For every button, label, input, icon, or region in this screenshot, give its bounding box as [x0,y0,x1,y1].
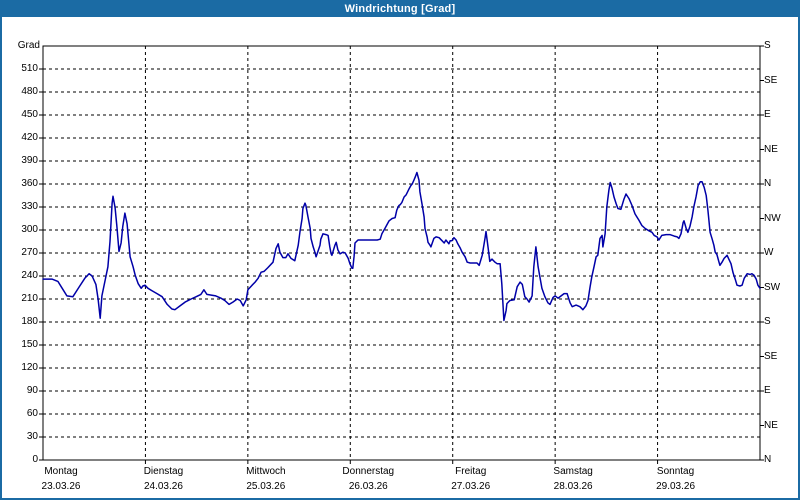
day-name-label-Mittwoch: Mittwoch [246,466,286,477]
compass-label-11-NE: NE [764,419,778,431]
title-bar: Windrichtung [Grad] [2,2,798,17]
compass-label-3-NE: NE [764,143,778,155]
compass-label-6-W: W [764,247,774,258]
y-tick-label-360: 360 [21,178,38,189]
y-tick-label-420: 420 [21,132,38,143]
compass-label-10-E: E [764,385,771,396]
y-tick-label-390: 390 [21,155,38,166]
day-date-label-24.03.26: 24.03.26 [143,481,183,492]
day-date-label-27.03.26: 27.03.26 [451,481,491,492]
y-tick-label-30: 30 [26,431,38,442]
y-tick-label-60: 60 [26,408,38,419]
window-title: Windrichtung [Grad] [344,3,456,15]
compass-label-8-S: S [764,316,771,327]
day-name-label-Dienstag: Dienstag [143,466,184,477]
compass-label-9-SE: SE [764,350,778,362]
y-tick-label-480: 480 [21,86,38,97]
compass-label-1-SE: SE [764,74,778,86]
y-tick-label-300: 300 [21,224,38,235]
day-name-label-Samstag: Samstag [553,466,593,477]
vertical-gridlines [144,46,659,460]
compass-label-0-S: S [764,40,771,51]
day-date-label-29.03.26: 29.03.26 [656,481,696,492]
day-date-label-25.03.26: 25.03.26 [246,481,286,492]
plot-border [42,45,761,461]
wind-direction-line [42,171,761,322]
day-name-label-Sonntag: Sonntag [656,466,695,477]
day-name-label-Freitag: Freitag [455,466,487,477]
compass-label-7-SW: SW [764,281,781,293]
compass-label-12-N: N [764,454,772,465]
horizontal-gridlines [43,68,760,438]
y-tick-label-270: 270 [21,247,38,258]
y-tick-label-450: 450 [21,109,38,120]
y-tick-label-150: 150 [21,339,38,350]
day-date-label-28.03.26: 28.03.26 [553,481,593,492]
y-tick-label-120: 120 [21,362,38,373]
axis-ticks [39,45,764,464]
day-name-label-Montag: Montag [44,466,78,477]
y-tick-label-90: 90 [26,385,38,396]
compass-label-5-NW: NW [764,212,781,224]
y-tick-label-510: 510 [21,63,38,74]
compass-label-4-N: N [764,178,772,189]
y-tick-label-180: 180 [21,316,38,327]
day-date-label-23.03.26: 23.03.26 [41,481,81,492]
y-axis-left-title: Grad [17,40,40,51]
y-tick-label-0: 0 [32,454,38,465]
compass-label-2-E: E [764,109,771,120]
y-tick-label-210: 210 [21,293,38,304]
y-tick-label-240: 240 [21,270,38,281]
day-name-label-Donnerstag: Donnerstag [342,466,395,477]
y-tick-label-330: 330 [21,201,38,212]
day-date-label-26.03.26: 26.03.26 [348,481,388,492]
